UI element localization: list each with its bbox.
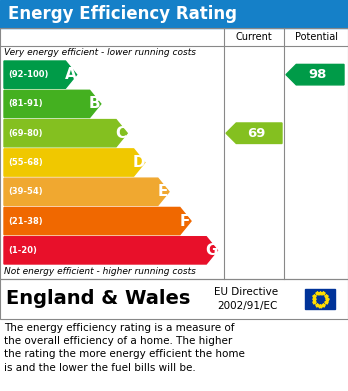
Text: (55-68): (55-68) <box>8 158 43 167</box>
Text: Potential: Potential <box>294 32 338 42</box>
Polygon shape <box>226 123 282 143</box>
Text: EU Directive
2002/91/EC: EU Directive 2002/91/EC <box>214 287 278 310</box>
Text: England & Wales: England & Wales <box>6 289 190 308</box>
Bar <box>0 279 348 319</box>
Text: (69-80): (69-80) <box>8 129 42 138</box>
Text: (21-38): (21-38) <box>8 217 42 226</box>
Polygon shape <box>4 178 169 205</box>
Text: (92-100): (92-100) <box>8 70 48 79</box>
Text: 98: 98 <box>308 68 327 81</box>
Text: B: B <box>89 97 101 111</box>
Text: E: E <box>158 184 168 199</box>
Text: Energy Efficiency Rating: Energy Efficiency Rating <box>8 5 237 23</box>
Text: D: D <box>132 155 145 170</box>
Text: (39-54): (39-54) <box>8 187 42 196</box>
Bar <box>305 289 335 309</box>
Bar <box>0 28 348 279</box>
Text: 69: 69 <box>247 127 266 140</box>
Bar <box>0 0 348 28</box>
Text: (81-91): (81-91) <box>8 99 42 108</box>
Text: Not energy efficient - higher running costs: Not energy efficient - higher running co… <box>4 267 196 276</box>
Text: C: C <box>116 126 127 141</box>
Text: F: F <box>180 213 190 229</box>
Polygon shape <box>4 208 191 235</box>
Polygon shape <box>286 65 344 85</box>
Text: (1-20): (1-20) <box>8 246 37 255</box>
Text: The energy efficiency rating is a measure of
the overall efficiency of a home. T: The energy efficiency rating is a measur… <box>4 323 245 373</box>
Text: A: A <box>65 67 76 82</box>
Text: Current: Current <box>236 32 272 42</box>
Text: Very energy efficient - lower running costs: Very energy efficient - lower running co… <box>4 48 196 57</box>
Polygon shape <box>4 149 145 176</box>
Polygon shape <box>4 237 218 264</box>
Polygon shape <box>4 61 77 88</box>
Polygon shape <box>4 120 127 147</box>
Text: G: G <box>205 243 218 258</box>
Polygon shape <box>4 90 101 118</box>
